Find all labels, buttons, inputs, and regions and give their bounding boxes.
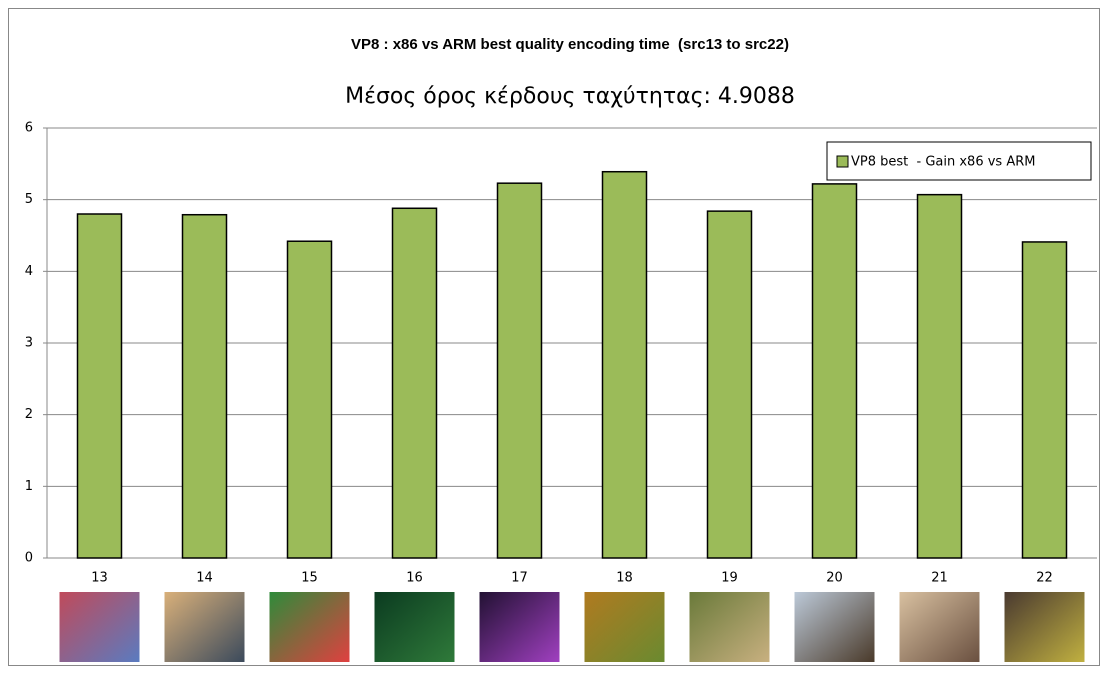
legend-label: VP8 best - Gain x86 vs ARM xyxy=(851,155,1035,170)
bar xyxy=(496,182,543,559)
y-tick-label: 0 xyxy=(25,551,33,566)
thumbnail xyxy=(689,592,770,662)
chart-title: VP8 : x86 vs ARM best quality encoding t… xyxy=(351,36,789,53)
bar xyxy=(1021,241,1068,559)
thumbnail xyxy=(899,592,980,662)
bar xyxy=(916,193,963,559)
x-tick-label: 18 xyxy=(616,571,633,586)
x-tick-label: 22 xyxy=(1036,571,1053,586)
x-tick-label: 20 xyxy=(826,571,843,586)
bar xyxy=(286,240,333,559)
y-tick-label: 4 xyxy=(25,264,33,279)
legend-swatch xyxy=(836,155,849,168)
bar xyxy=(181,213,228,559)
x-tick-label: 17 xyxy=(511,571,528,586)
thumbnail xyxy=(584,592,665,662)
thumbnail xyxy=(479,592,560,662)
bar xyxy=(601,170,648,559)
thumbnail xyxy=(374,592,455,662)
x-tick-label: 13 xyxy=(91,571,108,586)
x-tick-label: 21 xyxy=(931,571,948,586)
y-tick-label: 5 xyxy=(25,192,33,207)
x-tick-label: 19 xyxy=(721,571,738,586)
x-tick-label: 14 xyxy=(196,571,213,586)
y-tick-label: 6 xyxy=(25,121,33,136)
bar xyxy=(76,213,123,559)
thumbnail xyxy=(794,592,875,662)
x-tick-label: 15 xyxy=(301,571,318,586)
thumbnail xyxy=(59,592,140,662)
thumbnail xyxy=(1004,592,1085,662)
y-tick-label: 3 xyxy=(25,336,33,351)
x-tick-label: 16 xyxy=(406,571,423,586)
y-tick-label: 1 xyxy=(25,479,33,494)
bar xyxy=(706,210,753,559)
y-tick-label: 2 xyxy=(25,407,33,422)
thumbnail xyxy=(164,592,245,662)
bar xyxy=(391,207,438,559)
legend-box xyxy=(826,141,1092,181)
thumbnail xyxy=(269,592,350,662)
chart-subtitle: Μέσος όρος κέρδους ταχύτητας: 4.9088 xyxy=(345,84,795,109)
bar xyxy=(811,183,858,559)
